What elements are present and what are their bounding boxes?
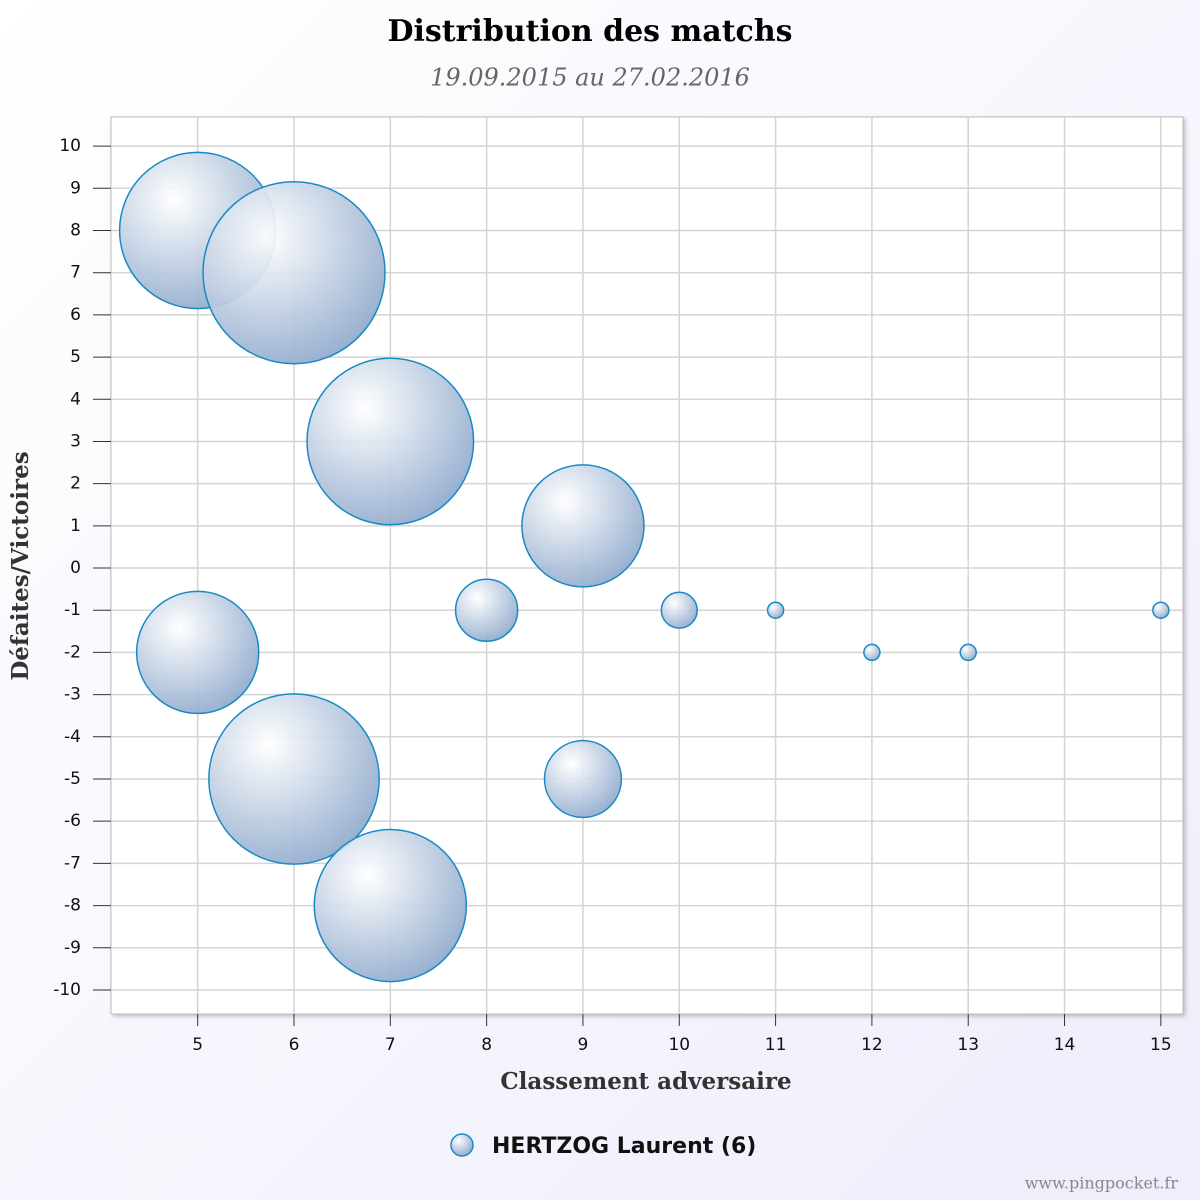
y-tick-label: -3 [64,685,81,705]
x-tick-label: 12 [861,1035,883,1055]
y-tick-label: 6 [70,305,81,325]
y-tick-label: -2 [64,642,81,662]
bubble [306,357,475,526]
bubble [208,693,380,865]
bubble [863,643,881,662]
y-tick-label: 1 [70,516,81,536]
bubble [1152,601,1170,619]
bubble [202,180,386,365]
y-tick-label: -6 [64,811,81,831]
y-tick-label: -5 [64,769,81,789]
credit: www.pingpocket.fr [1025,1174,1179,1193]
y-tick-label: -7 [64,853,81,873]
bubble [135,590,260,715]
y-tick-label: 9 [70,178,81,198]
x-tick-label: 10 [668,1035,690,1055]
y-tick-label: 8 [70,220,81,240]
y-tick-label: 3 [70,431,81,451]
y-tick-label: 7 [70,263,81,283]
bubble [766,601,785,619]
y-tick-label: 2 [70,474,81,494]
x-axis-label: Classement adversaire [500,1068,791,1095]
x-tick-label: 11 [765,1035,787,1055]
y-tick-label: -8 [64,896,81,916]
bubble [454,578,519,643]
bubble [660,591,698,629]
x-tick-label: 6 [289,1035,300,1055]
y-axis-label: Défaites/Victoires [7,451,34,680]
chart-title: Distribution des matchs [387,14,792,49]
y-tick-label: -4 [64,727,81,747]
x-tick-label: 9 [578,1035,589,1055]
y-tick-label: -10 [53,980,81,1000]
x-tick-label: 15 [1150,1035,1172,1055]
y-tick-label: -9 [64,938,81,958]
bubble [959,643,977,662]
y-tick-label: 4 [70,389,81,409]
x-tick-label: 7 [385,1035,396,1055]
y-tick-label: 5 [70,347,81,367]
legend-label: HERTZOG Laurent (6) [492,1134,756,1159]
y-tick-label: -1 [64,600,81,620]
legend-marker [450,1133,474,1157]
bubble [313,828,468,983]
x-tick-label: 8 [481,1035,492,1055]
x-tick-label: 5 [192,1035,203,1055]
chart-subtitle: 19.09.2015 au 27.02.2016 [430,64,750,92]
x-tick-label: 13 [957,1035,979,1055]
y-tick-label: 0 [70,558,81,578]
bubble [543,739,623,819]
bubble [521,464,645,588]
x-tick-label: 14 [1054,1035,1076,1055]
y-tick-label: 10 [59,136,81,156]
